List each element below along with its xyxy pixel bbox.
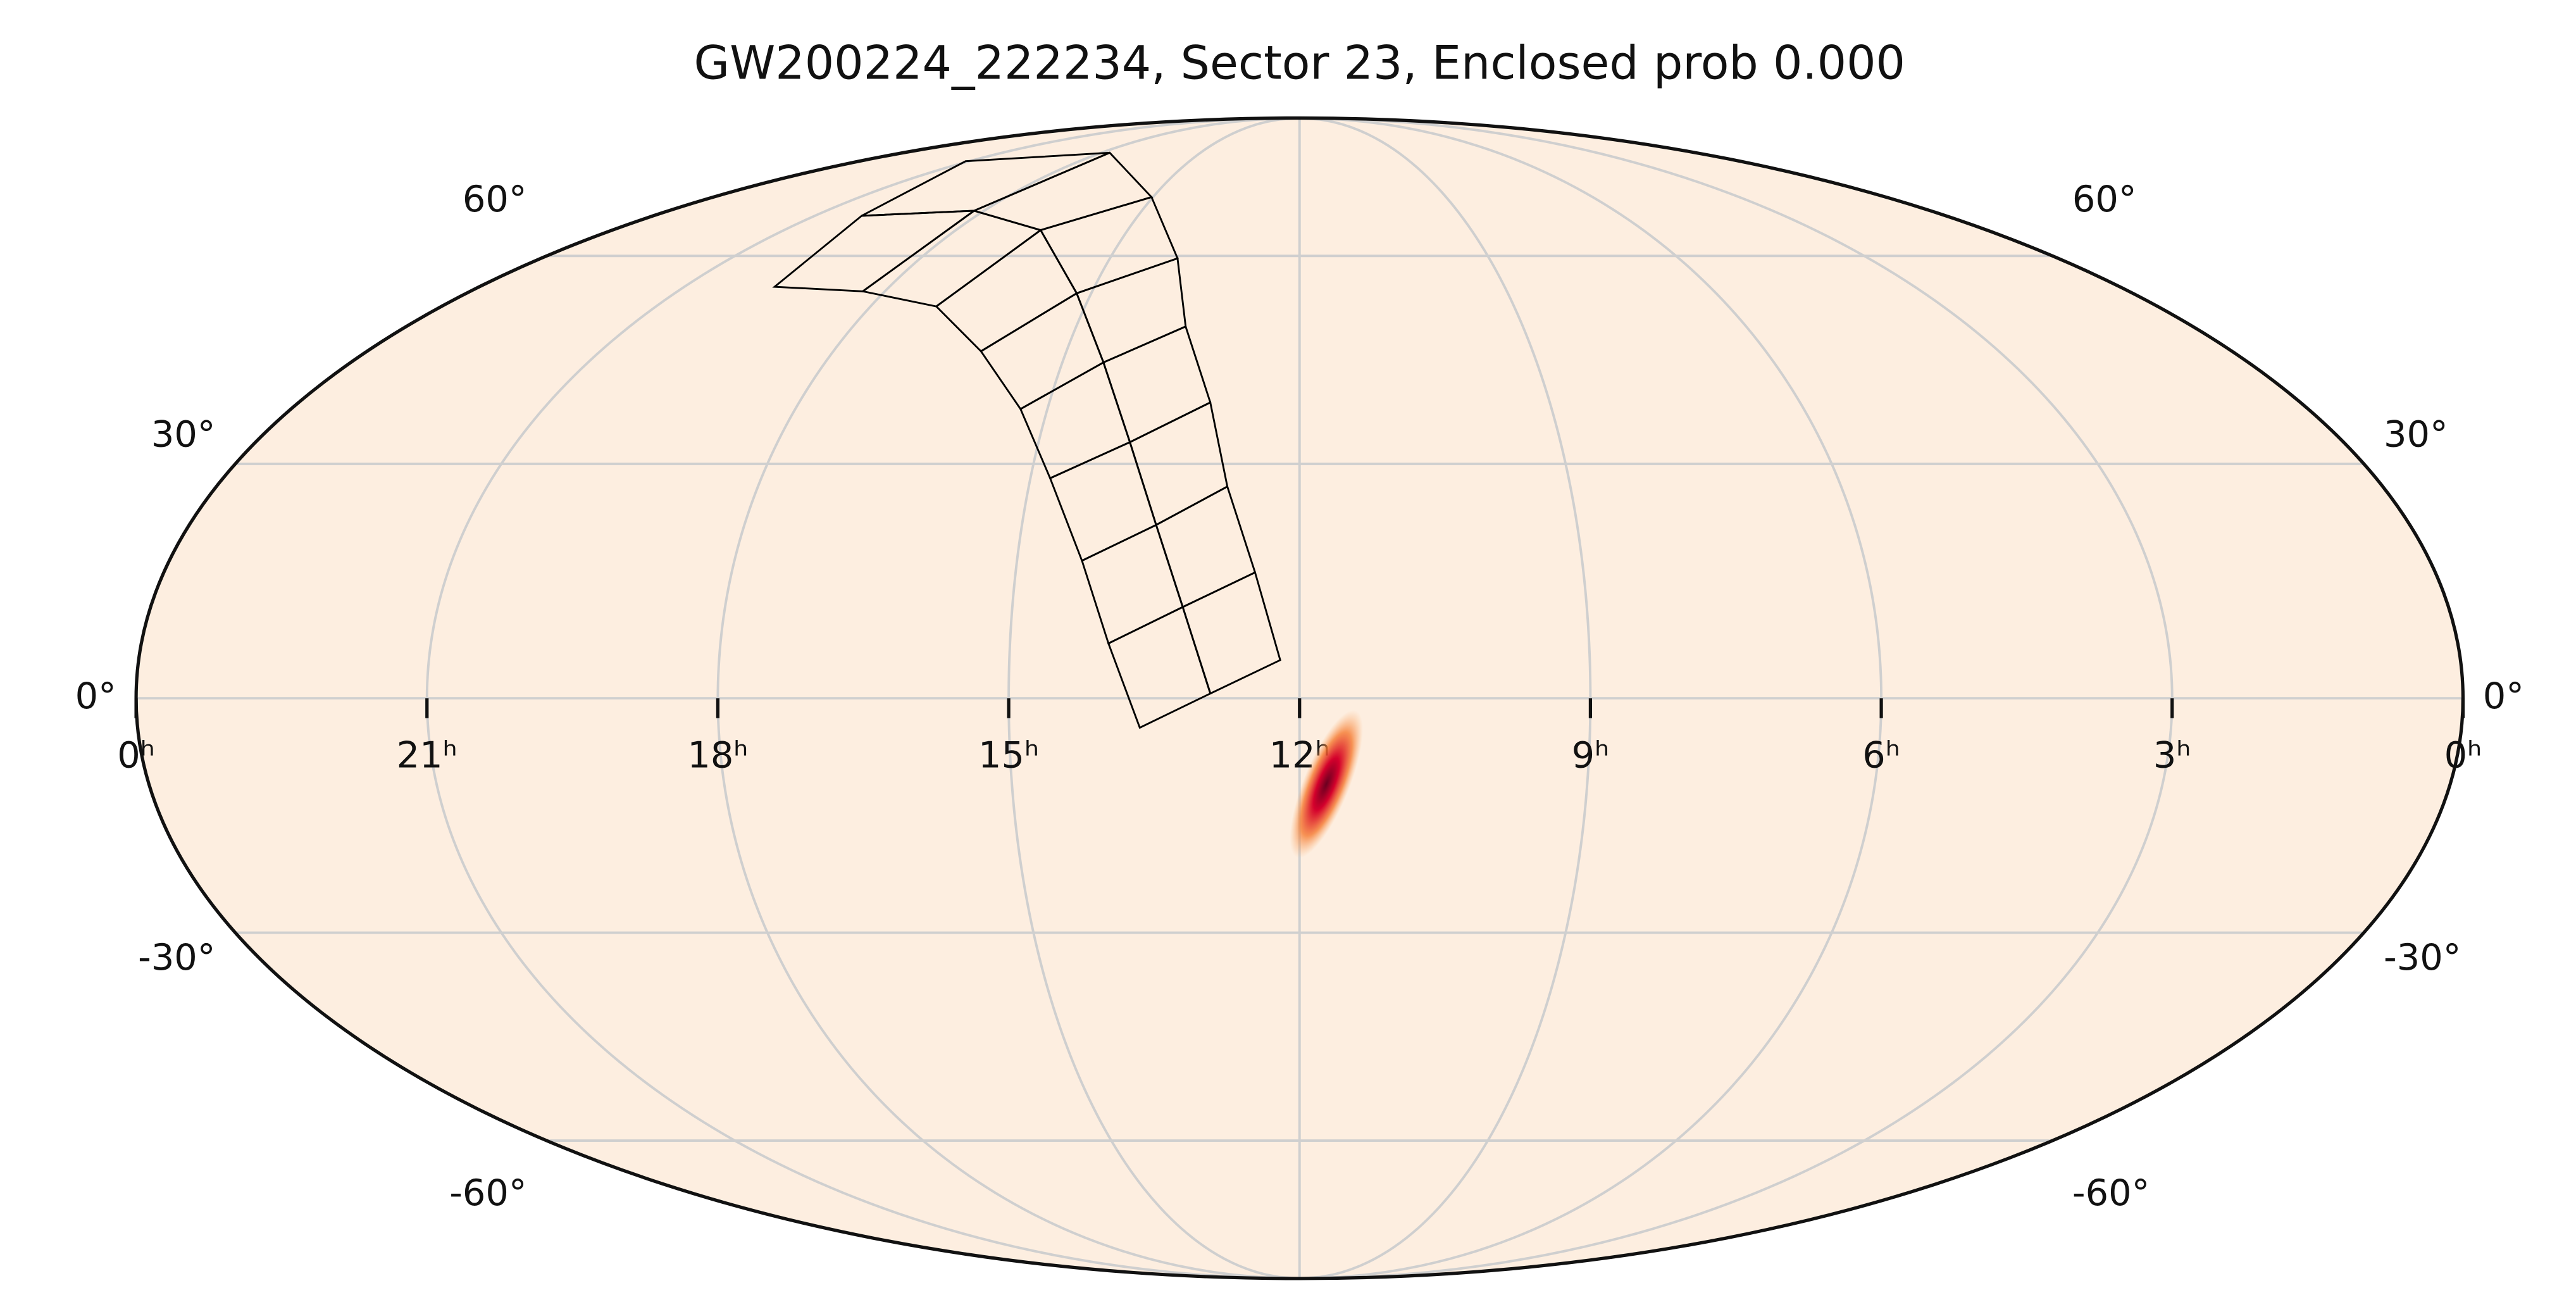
y-tick-label: 0°	[2483, 675, 2524, 717]
x-tick-label: 3ʰ	[2153, 734, 2191, 777]
y-tick-label: 60°	[463, 178, 527, 220]
y-tick-label: 30°	[151, 413, 216, 455]
sky-border	[134, 116, 2465, 1280]
x-tick-label: 21ʰ	[397, 734, 457, 777]
ccd-footprint	[861, 151, 1111, 217]
chart-title: GW200224_222234, Sector 23, Enclosed pro…	[694, 36, 1906, 90]
y-tick-label: 60°	[2072, 178, 2137, 220]
localization-region	[1290, 710, 1364, 858]
y-tick-label: -60°	[2072, 1172, 2150, 1214]
x-tick-label: 15ʰ	[978, 734, 1039, 777]
x-tick-label: 0ʰ	[117, 734, 155, 777]
y-tick-label: 0°	[75, 675, 116, 717]
x-tick-label: 18ʰ	[687, 734, 748, 777]
y-tick-label: 30°	[2384, 413, 2448, 455]
x-tick-label: 0ʰ	[2444, 734, 2482, 777]
y-tick-label: -60°	[449, 1172, 526, 1214]
y-tick-label: -30°	[2384, 936, 2461, 979]
x-tick-label: 9ʰ	[1572, 734, 1610, 777]
x-tick-label: 6ʰ	[1862, 734, 1900, 777]
y-tick-label: -30°	[138, 936, 215, 979]
